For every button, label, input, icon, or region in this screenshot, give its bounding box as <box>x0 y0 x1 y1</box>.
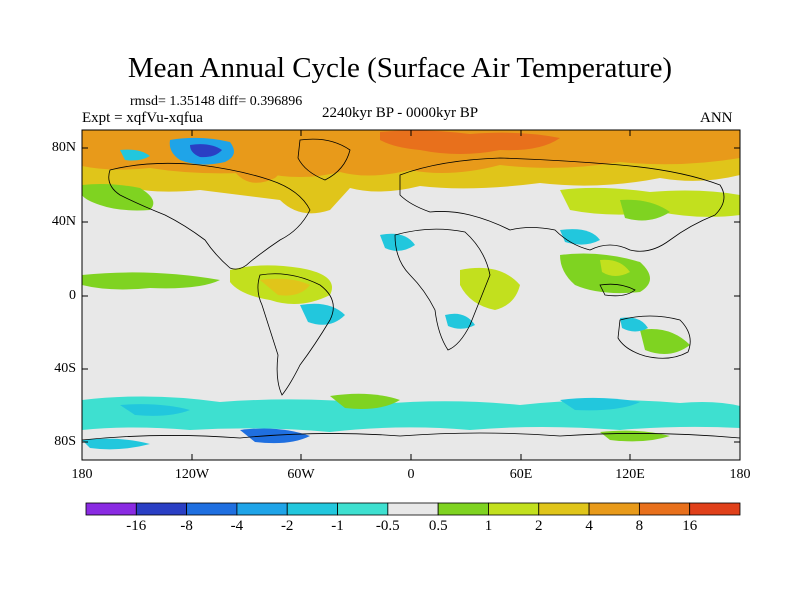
colorbar <box>85 502 741 516</box>
lon-tick-label: 0 <box>407 467 415 482</box>
colorbar-label: 1 <box>484 518 493 534</box>
experiment-label: Expt = xqfVu-xqfua <box>82 110 203 126</box>
colorbar-label: -2 <box>280 518 294 534</box>
coastlines <box>82 138 740 441</box>
lat-tick-label: 80N <box>51 140 76 155</box>
eurasia-outline <box>399 157 725 252</box>
colorbar-label: 0.5 <box>428 518 448 534</box>
colorbar-label: 4 <box>585 518 593 534</box>
plot-title: Mean Annual Cycle (Surface Air Temperatu… <box>127 52 673 84</box>
colorbar-cell <box>236 502 288 516</box>
colorbar-cell <box>337 502 389 516</box>
maritime-continent-outline <box>599 283 636 297</box>
australia-outline <box>617 315 691 359</box>
colorbar-cell <box>689 502 741 516</box>
north-america-outline <box>108 162 311 270</box>
south-america-outline <box>257 273 334 396</box>
colorbar-label: -0.5 <box>375 518 400 534</box>
lon-tick-label: 60E <box>509 467 533 482</box>
colorbar-label: 2 <box>535 518 543 534</box>
colorbar-cell <box>488 502 540 516</box>
rmsd-diff-stats: rmsd= 1.35148 diff= 0.396896 <box>130 94 303 109</box>
period-label: 2240kyr BP - 0000kyr BP <box>322 105 479 121</box>
colorbar-cell <box>387 502 439 516</box>
lon-tick-label: 120W <box>174 467 210 482</box>
axis-ticks <box>82 130 740 460</box>
colorbar-cell <box>437 502 489 516</box>
colorbar-label: -16 <box>126 518 147 534</box>
antarctica-outline <box>82 432 740 441</box>
lon-tick-label: 180 <box>729 467 751 482</box>
colorbar-label: 16 <box>682 518 698 534</box>
africa-outline <box>394 228 491 351</box>
colorbar-cell <box>186 502 238 516</box>
colorbar-cell <box>85 502 137 516</box>
colorbar-cell <box>286 502 338 516</box>
lon-tick-label: 60W <box>287 467 315 482</box>
colorbar-cell <box>588 502 640 516</box>
colorbar-cell <box>538 502 590 516</box>
lat-tick-label: 80S <box>54 434 76 449</box>
colorbar-cell <box>135 502 188 516</box>
lon-tick-label: 120E <box>615 467 645 482</box>
colorbar-label: -4 <box>230 518 244 534</box>
colorbar-cell <box>638 502 691 516</box>
colorbar-label: 8 <box>635 518 644 534</box>
lat-tick-label: 40S <box>54 361 76 376</box>
lon-tick-label: 180 <box>71 467 93 482</box>
colorbar-label: -8 <box>180 518 193 534</box>
lat-tick-label: 40N <box>51 214 76 229</box>
lat-tick-label: 0 <box>69 288 76 303</box>
season-label: ANN <box>700 110 733 126</box>
colorbar-label: -1 <box>331 518 344 534</box>
greenland-outline <box>297 138 351 181</box>
anomaly-fill <box>82 130 740 460</box>
